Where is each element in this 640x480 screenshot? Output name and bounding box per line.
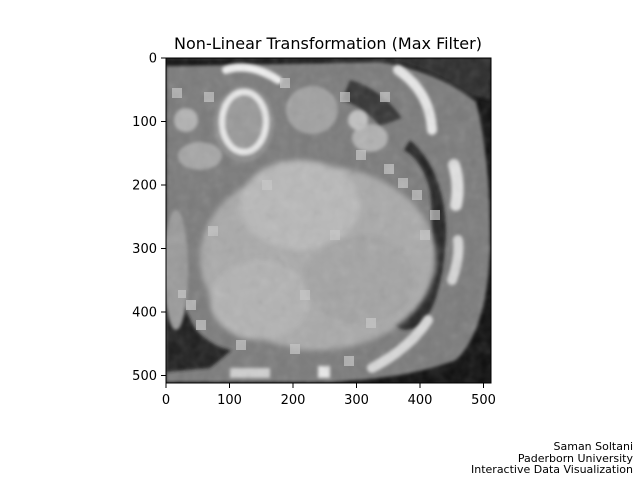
x-tick-label: 300 xyxy=(344,393,369,408)
ct-image xyxy=(166,58,491,383)
image-frame xyxy=(165,57,492,384)
figure-title: Non-Linear Transformation (Max Filter) xyxy=(174,34,482,53)
y-axis: 0 100 200 300 400 500 xyxy=(132,52,166,384)
x-tick-label: 0 xyxy=(162,393,170,408)
y-tick-label: 0 xyxy=(149,52,157,67)
credit-university: Paderborn University xyxy=(517,451,633,465)
x-tick-label: 200 xyxy=(281,393,306,408)
y-tick-label: 500 xyxy=(132,369,157,384)
credit-author: Saman Soltani xyxy=(553,440,634,453)
y-tick-label: 400 xyxy=(132,306,157,321)
y-tick-label: 200 xyxy=(132,179,157,194)
x-axis: 0 100 200 300 400 500 xyxy=(162,383,496,408)
x-tick-label: 500 xyxy=(471,393,496,408)
x-tick-label: 400 xyxy=(408,393,433,408)
credits-block: Saman Soltani Paderborn University Inter… xyxy=(471,441,633,476)
x-tick-label: 100 xyxy=(217,393,242,408)
y-tick-label: 300 xyxy=(132,242,157,257)
credit-course: Interactive Data Visualization xyxy=(471,463,633,476)
y-tick-label: 100 xyxy=(132,115,157,130)
